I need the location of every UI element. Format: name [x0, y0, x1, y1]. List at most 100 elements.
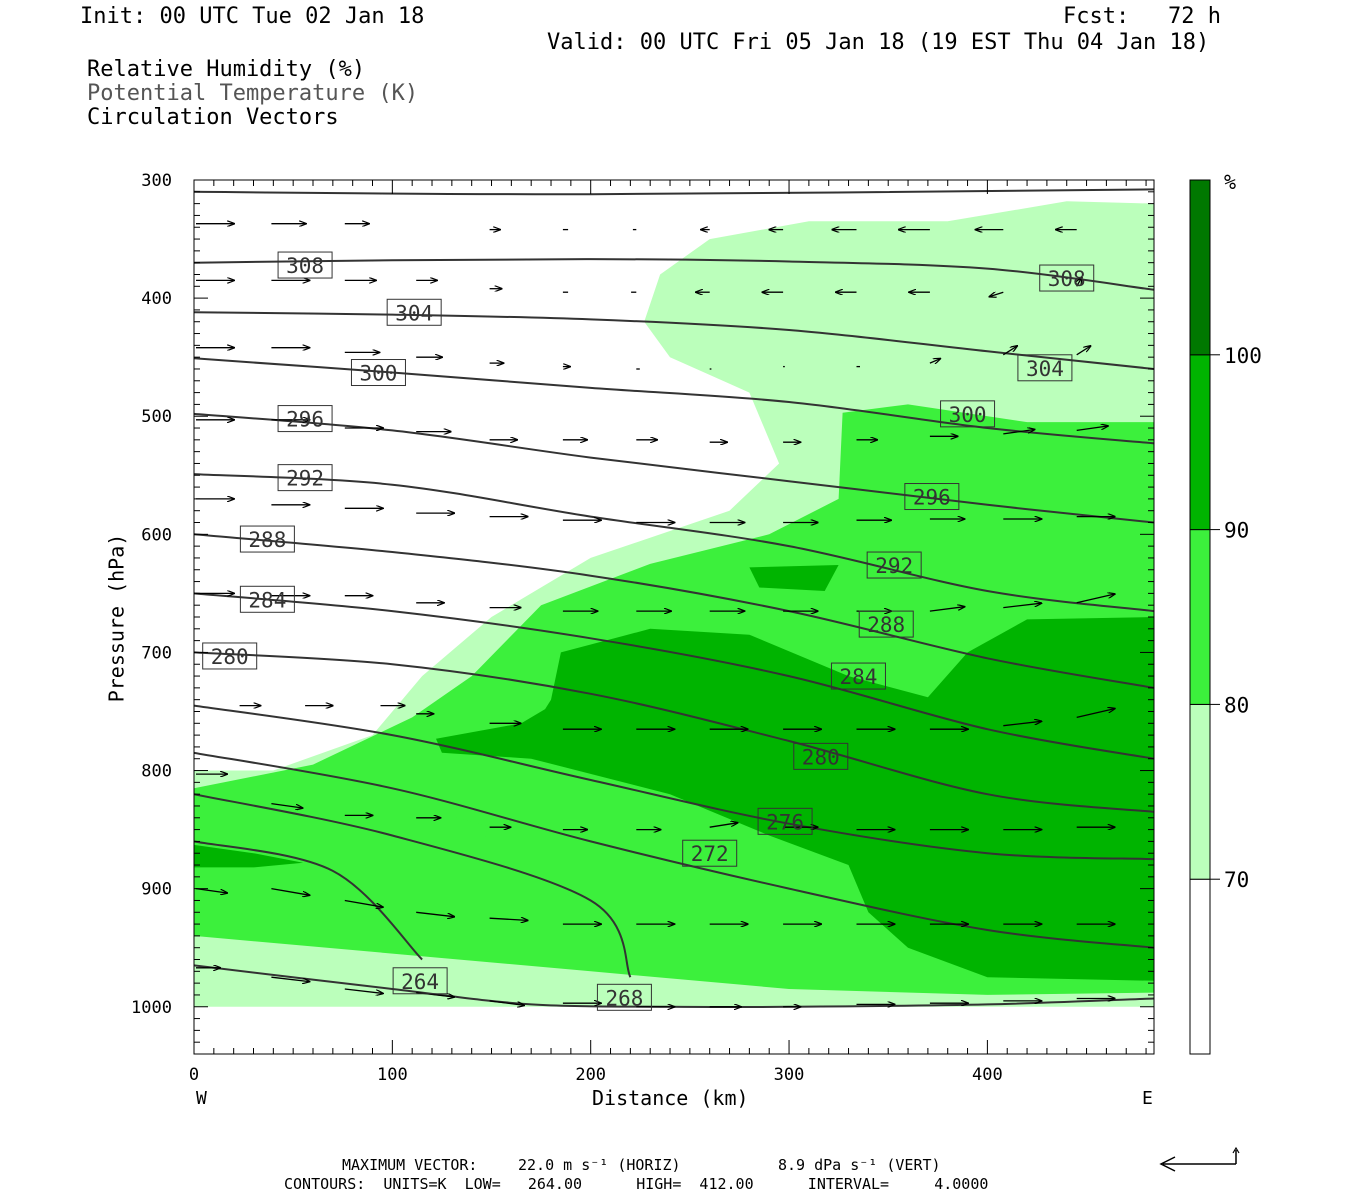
x-axis-label: Distance (km) [592, 1086, 749, 1110]
svg-text:296: 296 [286, 408, 324, 432]
rh-region-90-2 [436, 617, 1154, 981]
y-tick-label-300: 300 [141, 171, 172, 191]
svg-text:296: 296 [913, 486, 951, 510]
contour-label-304-0: 304 [386, 298, 442, 326]
contour-info: CONTOURS: UNITS=K LOW= 264.00 HIGH= 412.… [284, 1175, 989, 1193]
contour-label-284-1: 284 [830, 662, 886, 690]
svg-text:288: 288 [867, 613, 905, 637]
reference-vector-icon [1159, 1146, 1240, 1172]
contour-label-292-1: 292 [866, 551, 922, 579]
svg-text:284: 284 [839, 665, 877, 689]
svg-text:292: 292 [875, 554, 913, 578]
vector-104 [271, 887, 309, 896]
isentrope-304 [194, 311, 1154, 370]
svg-text:284: 284 [248, 588, 286, 612]
colorbar-unit: % [1224, 170, 1237, 194]
colorbar-segment-0 [1189, 878, 1211, 1055]
max-vector-vertical: 8.9 dPa s⁻¹ (VERT) [778, 1156, 941, 1174]
contour-label-300-1: 300 [940, 400, 996, 428]
east-label: E [1142, 1088, 1153, 1109]
contour-label-300-0: 300 [350, 359, 406, 387]
isentrope-284 [194, 592, 1154, 760]
colorbar-label-90: 90 [1224, 519, 1249, 543]
max-vector-label: MAXIMUM VECTOR: [342, 1156, 478, 1174]
svg-text:304: 304 [1026, 357, 1064, 381]
circulation-vectors [195, 224, 1115, 1007]
contour-label-308-0: 308 [277, 251, 333, 279]
vector-118 [344, 988, 383, 993]
colorbar-segment-1 [1189, 703, 1211, 880]
contour-labels: 308 308 304 304 300 300 296 296 292 292 288 288 284 2… [202, 251, 1095, 1011]
contour-label-272-0: 272 [682, 839, 738, 867]
contour-label-288-0: 288 [239, 525, 295, 553]
vector-91 [271, 802, 302, 808]
svg-text:300: 300 [949, 403, 987, 427]
axes: 300 400 500 600 700 800 900 1000 0 100 200 300 400 [131, 171, 1154, 1085]
vector-106 [416, 911, 454, 916]
svg-text:308: 308 [286, 254, 324, 278]
vector-35 [929, 359, 940, 363]
colorbar-segment-4 [1189, 179, 1211, 356]
svg-text:280: 280 [211, 645, 249, 669]
contour-label-284-0: 284 [239, 585, 295, 613]
isentrope-300 [194, 357, 1154, 445]
svg-text:300: 300 [359, 362, 397, 386]
isentrope-272 [194, 751, 1154, 949]
vector-107 [489, 918, 528, 920]
contour-label-280-1: 280 [793, 742, 849, 770]
contour-label-296-0: 296 [277, 405, 333, 433]
vector-37 [1076, 346, 1091, 356]
svg-text:272: 272 [691, 842, 729, 866]
vector-74 [929, 607, 965, 612]
legend-circulation-vectors: Circulation Vectors [87, 105, 339, 130]
forecast-hours: 72 h [1168, 4, 1221, 29]
y-tick-label-400: 400 [141, 289, 172, 309]
contour-label-268-0: 268 [596, 983, 652, 1011]
isentrope-280 [194, 651, 1154, 813]
vector-36 [1002, 346, 1017, 356]
svg-text:264: 264 [401, 970, 439, 994]
y-tick-label-900: 900 [141, 880, 172, 900]
contour-label-288-1: 288 [858, 610, 914, 638]
vector-76 [1076, 594, 1115, 604]
colorbar-label-70: 70 [1224, 868, 1249, 892]
west-label: W [196, 1088, 207, 1109]
contour-label-304-1: 304 [1017, 354, 1073, 382]
vector-50 [1076, 426, 1108, 432]
legend-potential-temperature: Potential Temperature (K) [87, 81, 419, 106]
y-tick-label-1000: 1000 [131, 998, 172, 1018]
svg-text:292: 292 [286, 467, 324, 491]
contour-label-276-0: 276 [757, 807, 813, 835]
colorbar-label-100: 100 [1224, 344, 1262, 368]
y-tick-label-700: 700 [141, 643, 172, 663]
vector-120 [489, 1000, 524, 1005]
vector-117 [271, 976, 309, 981]
colorbar: 70 80 90 100 [1189, 179, 1262, 1055]
x-tick-label-400: 400 [972, 1065, 1003, 1085]
valid-time: Valid: 00 UTC Fri 05 Jan 18 (19 EST Thu … [547, 30, 1210, 55]
y-axis-label: Pressure (hPa) [104, 533, 129, 703]
isentrope-264 [194, 840, 423, 961]
vector-97 [709, 823, 738, 828]
y-tick-label-600: 600 [141, 525, 172, 545]
x-tick-label-200: 200 [575, 1065, 606, 1085]
rh-region-90-3 [749, 565, 839, 591]
vector-103 [195, 887, 227, 893]
isentrope-308 [194, 258, 1154, 291]
contour-label-296-1: 296 [904, 483, 960, 511]
contour-label-292-0: 292 [277, 464, 333, 492]
colorbar-label-80: 80 [1224, 693, 1249, 717]
contour-label-308-1: 308 [1039, 264, 1095, 292]
vector-89 [1076, 709, 1115, 719]
colorbar-segment-3 [1189, 354, 1211, 531]
vector-24 [1077, 278, 1082, 287]
init-time: Init: 00 UTC Tue 02 Jan 18 [80, 4, 425, 29]
contour-label-280-0: 280 [202, 642, 258, 670]
svg-text:304: 304 [395, 301, 433, 325]
potential-temperature-contours [194, 188, 1154, 1009]
vector-23 [990, 291, 1004, 296]
isentrope-268 [194, 793, 632, 978]
x-tick-label-100: 100 [377, 1065, 408, 1085]
svg-text:308: 308 [1048, 267, 1086, 291]
